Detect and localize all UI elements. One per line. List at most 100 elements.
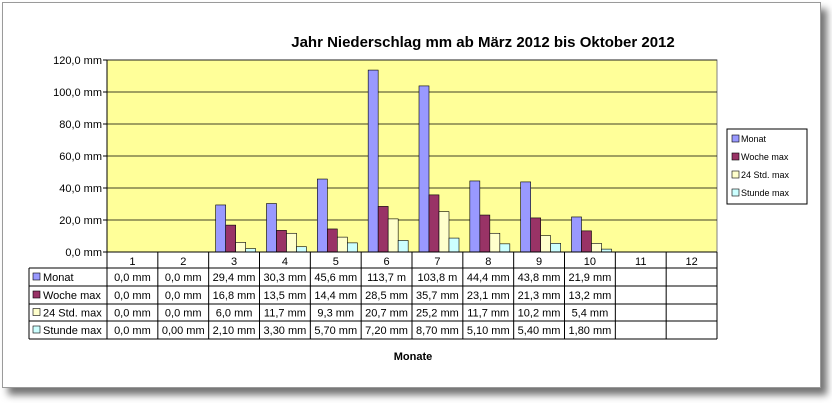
bar-24-std-max xyxy=(489,232,501,253)
table-cell: 14,4 mm xyxy=(314,290,357,302)
table-cell: 30,3 mm xyxy=(264,272,307,284)
table-cell: 5,70 mm xyxy=(314,325,357,337)
table-series-label: Stunde max xyxy=(43,325,102,337)
table-cell: 13,5 mm xyxy=(264,290,307,302)
table-cell: 11,7 mm xyxy=(467,308,509,320)
bar-monat xyxy=(469,180,481,253)
legend-key xyxy=(731,134,740,143)
y-tick-label: 80,0 mm xyxy=(59,119,102,131)
table-cell: 113,7 m xyxy=(367,272,406,284)
table-cell: 45,6 mm xyxy=(314,272,357,284)
bar-woche-max xyxy=(377,206,389,253)
table-cell: 0,0 mm xyxy=(165,272,202,284)
table-series-label: Woche max xyxy=(43,290,101,302)
table-cell: 5,10 mm xyxy=(467,325,510,337)
legend-key xyxy=(731,188,740,197)
x-tick-label: 6 xyxy=(384,256,390,268)
y-tick-label: 100,0 mm xyxy=(53,87,102,99)
table-legend-key xyxy=(32,325,41,334)
table-cell: 13,2 mm xyxy=(569,290,612,302)
table-cell: 3,30 mm xyxy=(264,325,307,337)
table-cell: 7,20 mm xyxy=(365,325,408,337)
legend-box xyxy=(726,128,808,205)
table-cell: 23,1 mm xyxy=(467,290,510,302)
table-legend-key xyxy=(32,290,41,299)
x-axis-title: Monate xyxy=(394,351,433,363)
x-tick-label: 1 xyxy=(129,256,135,268)
bar-stunde-max xyxy=(347,242,358,253)
table-cell: 21,3 mm xyxy=(518,290,561,302)
legend-label: 24 Std. max xyxy=(741,170,790,180)
table-cell: 0,0 mm xyxy=(114,272,151,284)
table-cell: 1,80 mm xyxy=(569,325,612,337)
table-legend-key xyxy=(32,308,41,316)
bar-monat xyxy=(266,203,277,253)
bar-24-std-max xyxy=(387,218,399,253)
table-cell: 6,0 mm xyxy=(216,308,253,320)
legend-label: Monat xyxy=(741,134,767,144)
x-tick-label: 7 xyxy=(434,256,440,268)
bar-woche-max xyxy=(225,224,236,253)
bar-woche-max xyxy=(479,214,491,253)
table-cell: 5,4 mm xyxy=(572,308,609,320)
table-cell: 20,7 mm xyxy=(365,308,408,320)
bar-monat xyxy=(367,69,379,253)
bar-woche-max xyxy=(530,217,541,253)
table-cell: 0,0 mm xyxy=(114,325,151,337)
x-tick-label: 2 xyxy=(180,256,186,268)
table-cell: 21,9 mm xyxy=(569,272,612,284)
table-cell: 11,7 mm xyxy=(264,308,306,320)
table-cell: 43,8 mm xyxy=(518,272,561,284)
bar-woche-max xyxy=(581,230,592,253)
bar-24-std-max xyxy=(438,211,450,253)
bar-stunde-max xyxy=(550,243,561,253)
bar-woche-max xyxy=(327,228,338,253)
bar-24-std-max xyxy=(337,236,348,253)
bar-stunde-max xyxy=(448,237,460,253)
legend-key xyxy=(731,152,740,161)
x-tick-label: 4 xyxy=(282,256,288,268)
table-cell: 0,0 mm xyxy=(114,308,151,320)
y-tick-label: 40,0 mm xyxy=(59,183,102,195)
table-cell: 44,4 mm xyxy=(467,272,510,284)
legend-label: Stunde max xyxy=(741,188,790,198)
table-cell: 8,70 mm xyxy=(416,325,459,337)
x-tick-label: 8 xyxy=(485,256,491,268)
bar-stunde-max xyxy=(499,243,511,253)
table-cell: 29,4 mm xyxy=(213,272,256,284)
bar-stunde-max xyxy=(296,246,307,253)
bar-stunde-max xyxy=(397,240,409,253)
table-cell: 0,0 mm xyxy=(165,290,202,302)
table-cell: 5,40 mm xyxy=(518,325,561,337)
legend-label: Woche max xyxy=(741,152,789,162)
x-tick-label: 11 xyxy=(635,256,646,268)
bar-24-std-max xyxy=(591,243,602,253)
x-tick-label: 12 xyxy=(685,256,697,268)
table-series-label: Monat xyxy=(43,272,74,284)
bar-24-std-max xyxy=(286,232,297,253)
bar-monat xyxy=(215,204,226,253)
table-cell: 16,8 mm xyxy=(213,290,256,302)
table-legend-key xyxy=(32,272,41,281)
y-tick-label: 20,0 mm xyxy=(59,215,102,227)
table-cell: 10,2 mm xyxy=(518,308,561,320)
y-tick-label: 60,0 mm xyxy=(59,151,102,163)
table-cell: 0,0 mm xyxy=(165,308,202,320)
bar-woche-max xyxy=(428,194,440,253)
y-tick-label: 0,0 mm xyxy=(65,247,102,259)
bar-24-std-max xyxy=(540,235,551,253)
table-cell: 0,0 mm xyxy=(114,290,151,302)
table-cell: 103,8 m xyxy=(418,272,458,284)
table-cell: 35,7 mm xyxy=(416,290,459,302)
bar-monat xyxy=(418,85,430,253)
table-cell: 28,5 mm xyxy=(365,290,408,302)
bar-woche-max xyxy=(276,230,287,253)
bar-monat xyxy=(520,181,531,253)
table-cell: 2,10 mm xyxy=(213,325,256,337)
table-cell: 25,2 mm xyxy=(416,308,459,320)
bar-monat xyxy=(317,178,328,253)
legend-key xyxy=(731,170,740,179)
x-tick-label: 5 xyxy=(333,256,339,268)
x-tick-label: 3 xyxy=(231,256,237,268)
